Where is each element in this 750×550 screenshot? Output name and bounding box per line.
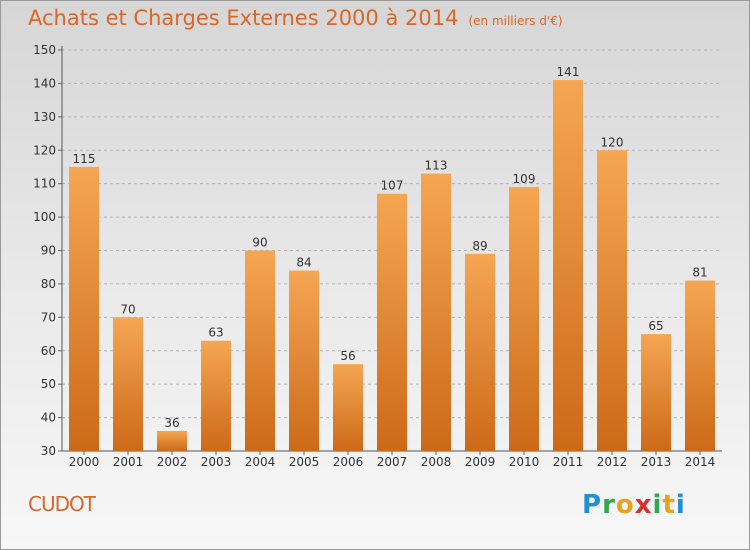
x-tick-label: 2001 (113, 455, 144, 469)
bar-2006 (333, 364, 363, 451)
logo-letter: r (602, 490, 616, 520)
y-tick-label: 120 (33, 143, 56, 157)
value-label: 113 (425, 159, 448, 173)
y-tick-label: 140 (33, 76, 56, 90)
y-tick-label: 130 (33, 110, 56, 124)
y-tick-label: 40 (41, 411, 56, 425)
value-label: 63 (208, 326, 223, 340)
value-label: 141 (557, 65, 580, 79)
y-tick-label: 60 (41, 344, 56, 358)
bar-2002 (157, 430, 187, 451)
x-tick-label: 2010 (509, 455, 540, 469)
bar-2012 (597, 150, 627, 451)
logo-letter: i (652, 490, 663, 520)
value-label: 56 (340, 349, 355, 363)
y-tick-label: 30 (41, 444, 56, 458)
logo-letter: x (634, 490, 653, 520)
value-label: 109 (513, 172, 536, 186)
logo-letter: i (675, 490, 686, 520)
bar-2003 (201, 340, 231, 451)
y-tick-label: 90 (41, 244, 56, 258)
x-tick-label: 2000 (69, 455, 100, 469)
bar-2010 (509, 187, 539, 451)
value-label: 81 (692, 266, 707, 280)
logo-letter: o (615, 490, 635, 520)
y-tick-label: 70 (41, 310, 56, 324)
value-label: 70 (120, 302, 135, 316)
x-tick-label: 2013 (641, 455, 672, 469)
x-tick-label: 2012 (597, 455, 628, 469)
x-tick-label: 2009 (465, 455, 496, 469)
y-tick-label: 110 (33, 177, 56, 191)
value-label: 89 (472, 239, 487, 253)
value-label: 36 (164, 416, 179, 430)
labels: 30 40 50 60 70 80 90 100 110 120 130 140 150 115 2000 7… (33, 43, 715, 469)
bars (69, 80, 715, 452)
bar-2000 (69, 166, 99, 452)
bar-2005 (289, 270, 319, 451)
x-tick-label: 2007 (377, 455, 408, 469)
y-tick-label: 80 (41, 277, 56, 291)
x-tick-label: 2006 (333, 455, 364, 469)
value-label: 65 (648, 319, 663, 333)
value-label: 120 (601, 135, 624, 149)
bar-2008 (421, 173, 451, 451)
x-tick-label: 2011 (553, 455, 584, 469)
bar-2001 (113, 317, 143, 451)
bar-2014 (685, 280, 715, 451)
bar-2009 (465, 253, 495, 451)
x-tick-label: 2003 (201, 455, 232, 469)
logo-letter: P (582, 490, 603, 520)
chart-title-text: Achats et Charges Externes 2000 à 2014 (28, 6, 459, 30)
commune-name: CUDOT (28, 492, 96, 516)
chart-title: Achats et Charges Externes 2000 à 2014 (e… (28, 6, 563, 30)
bar-2007 (377, 193, 407, 452)
value-label: 90 (252, 236, 267, 250)
x-tick-label: 2005 (289, 455, 320, 469)
bar-2004 (245, 250, 275, 451)
y-tick-label: 100 (33, 210, 56, 224)
x-tick-label: 2004 (245, 455, 276, 469)
value-label: 84 (296, 256, 311, 270)
bar-2013 (641, 334, 671, 451)
logo-letter: t (662, 490, 676, 520)
x-tick-label: 2008 (421, 455, 452, 469)
y-tick-label: 150 (33, 43, 56, 57)
x-tick-label: 2002 (157, 455, 188, 469)
value-label: 107 (381, 179, 404, 193)
value-label: 115 (73, 152, 96, 166)
chart-unit: (en milliers d'€) (468, 14, 563, 28)
proxiti-logo: Proxiti (582, 490, 686, 520)
x-tick-label: 2014 (685, 455, 716, 469)
bar-2011 (553, 80, 583, 451)
y-tick-label: 50 (41, 377, 56, 391)
